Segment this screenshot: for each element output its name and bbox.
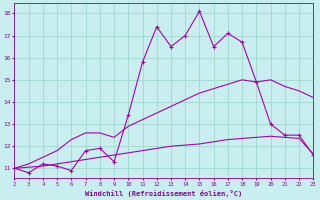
- X-axis label: Windchill (Refroidissement éolien,°C): Windchill (Refroidissement éolien,°C): [85, 190, 243, 197]
